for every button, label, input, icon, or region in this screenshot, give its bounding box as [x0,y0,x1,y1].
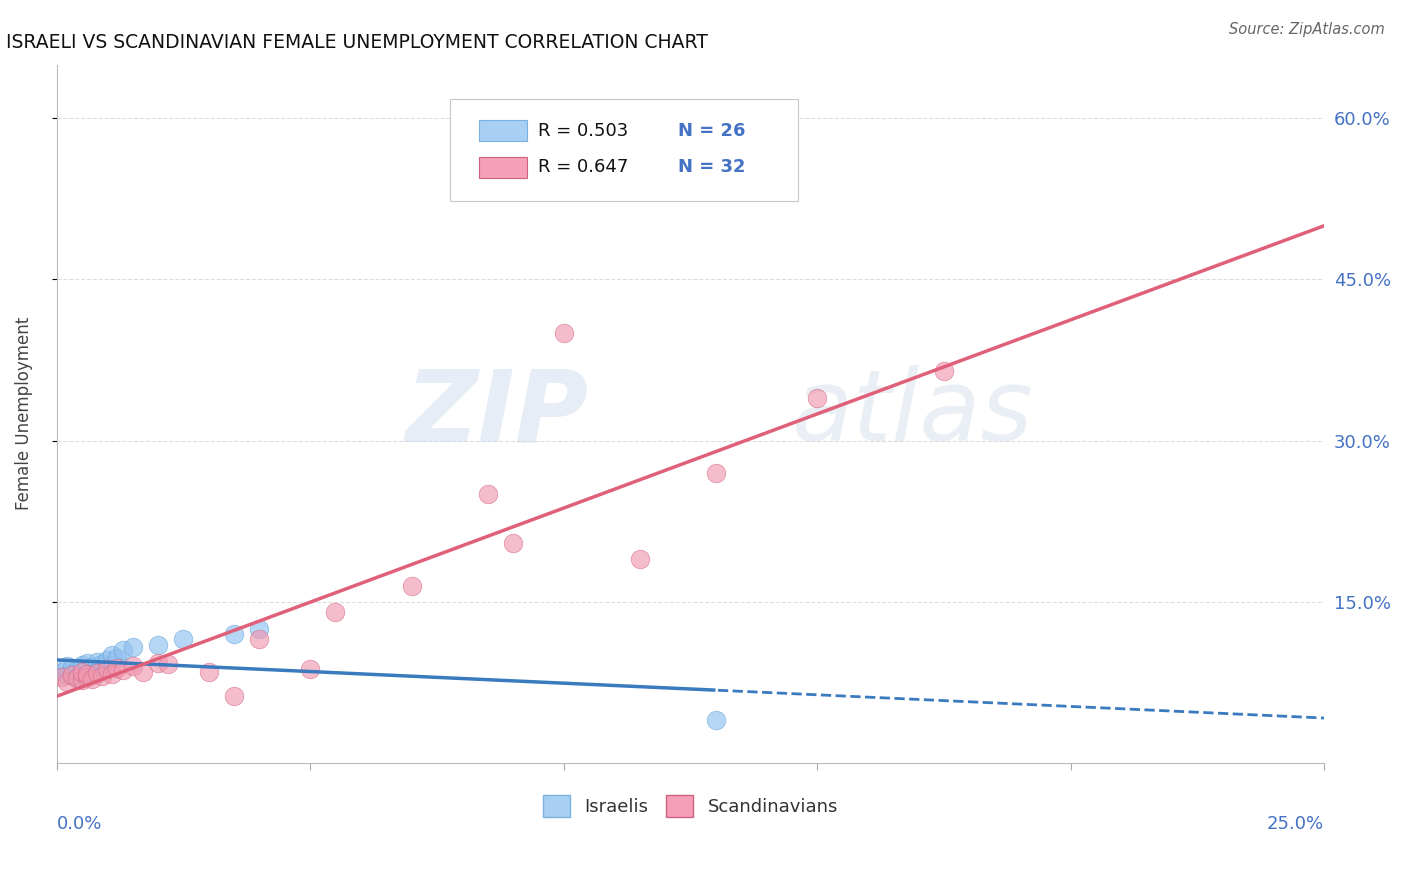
Point [55,675,77,690]
Point [70,665,93,679]
Point [60,661,83,675]
Point [249,622,271,636]
Text: ZIP: ZIP [406,365,589,462]
Point [70,658,93,673]
Point [91,657,114,671]
Point [55,667,77,681]
Point [76,670,98,684]
FancyBboxPatch shape [478,157,527,178]
Text: R = 0.503: R = 0.503 [538,122,628,140]
Point [111,664,134,678]
Point [704,466,727,480]
Point [51,665,73,679]
Point [107,661,129,675]
Point [932,364,955,378]
Text: N = 26: N = 26 [678,122,745,140]
Point [76,656,98,670]
Text: Source: ZipAtlas.com: Source: ZipAtlas.com [1229,22,1385,37]
Point [157,657,180,671]
Y-axis label: Female Unemployment: Female Unemployment [15,317,32,510]
Point [96,653,118,667]
Point [222,690,245,704]
Point [91,669,114,683]
Point [101,648,124,663]
Point [66,671,89,685]
Point [401,579,423,593]
Point [146,638,169,652]
Point [86,655,108,669]
Text: R = 0.647: R = 0.647 [538,158,628,176]
Point [628,551,651,566]
Point [502,535,524,549]
Point [70,673,93,688]
Point [553,326,575,340]
Point [111,643,134,657]
Text: N = 32: N = 32 [678,158,745,176]
Point [55,659,77,673]
Legend: Israelis, Scandinavians: Israelis, Scandinavians [543,795,838,817]
Point [299,662,322,676]
Point [146,656,169,670]
Point [82,660,104,674]
Point [76,662,98,676]
Point [96,662,118,676]
Point [132,665,155,679]
Point [121,659,143,673]
Point [66,664,89,678]
Point [82,667,104,681]
Point [121,640,143,654]
Point [197,665,219,679]
Point [51,670,73,684]
FancyBboxPatch shape [478,120,527,141]
Point [82,672,104,686]
Point [101,666,124,681]
Point [86,665,108,680]
Point [86,665,108,679]
Point [704,713,727,727]
Point [325,606,347,620]
Point [477,487,499,501]
Text: 25.0%: 25.0% [1267,815,1324,833]
FancyBboxPatch shape [450,99,799,201]
Point [107,650,129,665]
Point [172,632,194,647]
Point [222,627,245,641]
Point [66,671,89,685]
Point [70,665,93,680]
Text: 0.0%: 0.0% [56,815,103,833]
Point [76,666,98,681]
Point [806,391,828,405]
Text: ISRAELI VS SCANDINAVIAN FEMALE UNEMPLOYMENT CORRELATION CHART: ISRAELI VS SCANDINAVIAN FEMALE UNEMPLOYM… [6,33,707,52]
Point [60,666,83,681]
Point [249,632,271,647]
Point [60,667,83,681]
Text: atlas: atlas [792,365,1033,462]
